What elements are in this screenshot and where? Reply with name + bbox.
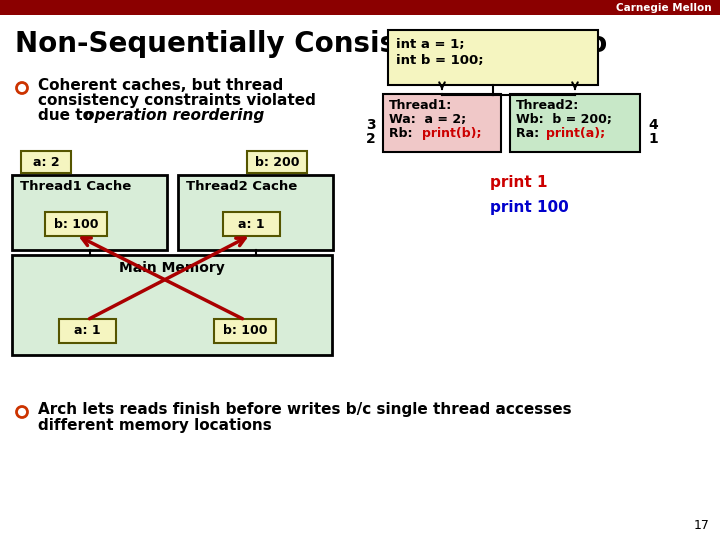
Text: print 1: print 1 bbox=[490, 175, 547, 190]
Text: Wa:  a = 2;: Wa: a = 2; bbox=[389, 113, 466, 126]
Text: b: 200: b: 200 bbox=[255, 156, 300, 168]
Text: Thread1 Cache: Thread1 Cache bbox=[20, 180, 131, 193]
Text: Thread1:: Thread1: bbox=[389, 99, 452, 112]
Text: Thread2:: Thread2: bbox=[516, 99, 580, 112]
FancyBboxPatch shape bbox=[383, 94, 501, 152]
FancyBboxPatch shape bbox=[12, 175, 167, 250]
Text: 3: 3 bbox=[366, 118, 376, 132]
FancyBboxPatch shape bbox=[247, 151, 307, 173]
FancyBboxPatch shape bbox=[388, 30, 598, 85]
Text: print(b);: print(b); bbox=[422, 127, 482, 140]
Text: b: 100: b: 100 bbox=[222, 325, 267, 338]
FancyBboxPatch shape bbox=[12, 255, 332, 355]
Text: due to: due to bbox=[38, 108, 98, 123]
Text: 4: 4 bbox=[648, 118, 658, 132]
Text: Thread2 Cache: Thread2 Cache bbox=[186, 180, 297, 193]
Text: print 100: print 100 bbox=[490, 200, 569, 215]
FancyBboxPatch shape bbox=[223, 212, 280, 236]
Text: consistency constraints violated: consistency constraints violated bbox=[38, 93, 316, 108]
Text: int a = 1;: int a = 1; bbox=[396, 38, 464, 51]
Text: 1: 1 bbox=[648, 132, 658, 146]
Text: Coherent caches, but thread: Coherent caches, but thread bbox=[38, 78, 283, 93]
Text: a: 1: a: 1 bbox=[73, 325, 100, 338]
Text: Arch lets reads finish before writes b/c single thread accesses: Arch lets reads finish before writes b/c… bbox=[38, 402, 572, 417]
FancyBboxPatch shape bbox=[59, 319, 116, 343]
FancyBboxPatch shape bbox=[45, 212, 107, 236]
Text: Wb:  b = 200;: Wb: b = 200; bbox=[516, 113, 612, 126]
FancyBboxPatch shape bbox=[214, 319, 276, 343]
Text: a: 1: a: 1 bbox=[238, 218, 264, 231]
Text: different memory locations: different memory locations bbox=[38, 418, 271, 433]
Text: Carnegie Mellon: Carnegie Mellon bbox=[616, 3, 712, 13]
FancyBboxPatch shape bbox=[510, 94, 640, 152]
Text: b: 100: b: 100 bbox=[54, 218, 98, 231]
Text: a: 2: a: 2 bbox=[32, 156, 59, 168]
Text: print(a);: print(a); bbox=[546, 127, 605, 140]
Text: 2: 2 bbox=[366, 132, 376, 146]
Text: Non-Sequentially Consistent Scenario: Non-Sequentially Consistent Scenario bbox=[15, 30, 607, 58]
Text: operation reordering: operation reordering bbox=[84, 108, 264, 123]
Text: Main Memory: Main Memory bbox=[119, 261, 225, 275]
FancyBboxPatch shape bbox=[178, 175, 333, 250]
Bar bbox=[0, 0, 720, 15]
Text: Ra:: Ra: bbox=[516, 127, 552, 140]
Text: int b = 100;: int b = 100; bbox=[396, 54, 484, 67]
Text: 17: 17 bbox=[694, 519, 710, 532]
Text: Rb:: Rb: bbox=[389, 127, 426, 140]
FancyBboxPatch shape bbox=[21, 151, 71, 173]
